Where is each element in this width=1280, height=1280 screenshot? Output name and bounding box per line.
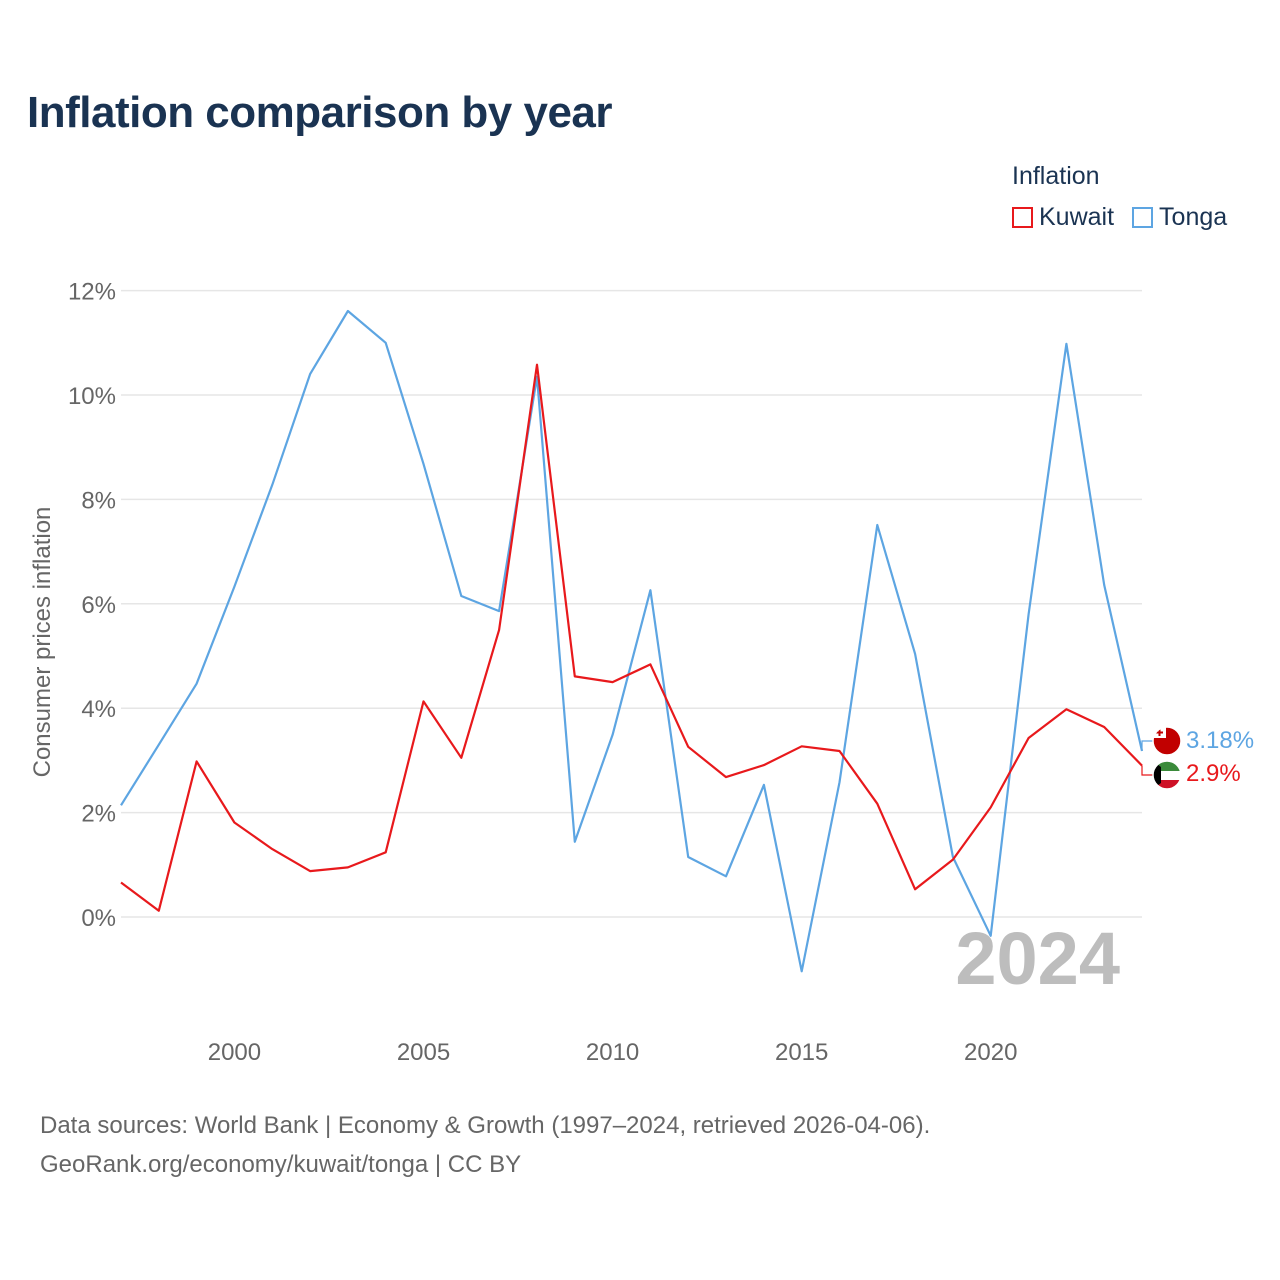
series-lines bbox=[120, 309, 1153, 973]
end-value-label-kuwait: 2.9% bbox=[1186, 760, 1241, 787]
x-axis-ticks: 2000 2005 2010 2015 2020 bbox=[208, 1039, 1018, 1066]
kuwait-flag-icon bbox=[1152, 760, 1182, 790]
y-tick-label: 2% bbox=[81, 801, 116, 828]
legend-label-tonga: Tonga bbox=[1159, 203, 1228, 231]
x-tick-label: 2020 bbox=[964, 1039, 1017, 1066]
series-line-tonga bbox=[120, 309, 1144, 973]
end-markers: 3.18% 2.9% bbox=[1152, 726, 1254, 790]
legend-swatch-tonga bbox=[1132, 207, 1154, 228]
y-tick-label: 10% bbox=[68, 383, 116, 410]
tonga-flag-icon bbox=[1152, 726, 1182, 756]
y-tick-label: 0% bbox=[81, 905, 116, 932]
y-tick-label: 12% bbox=[68, 279, 116, 306]
legend-label-kuwait: Kuwait bbox=[1039, 203, 1115, 231]
x-tick-label: 2000 bbox=[208, 1039, 261, 1066]
end-connector-tonga bbox=[1141, 740, 1153, 752]
y-axis-label: Consumer prices inflation bbox=[29, 507, 56, 778]
y-tick-label: 8% bbox=[81, 487, 116, 514]
line-chart: 0% 2% 4% 6% 8% 10% 12% 2000 2005 2010 2015 2020 20… bbox=[29, 279, 1254, 1066]
legend-swatch-kuwait bbox=[1012, 207, 1033, 228]
grid-lines bbox=[121, 289, 1142, 918]
legend-item-kuwait[interactable]: Kuwait bbox=[1012, 203, 1114, 232]
data-source-text: Data sources: World Bank | Economy & Gro… bbox=[40, 1112, 931, 1139]
y-tick-label: 4% bbox=[81, 696, 116, 723]
chart-title: Inflation comparison by year bbox=[27, 88, 613, 137]
end-value-label-tonga: 3.18% bbox=[1186, 727, 1254, 754]
legend-item-tonga[interactable]: Tonga bbox=[1132, 203, 1227, 232]
x-tick-label: 2015 bbox=[775, 1039, 828, 1066]
attribution-link[interactable]: GeoRank.org/economy/kuwait/tonga | CC BY bbox=[40, 1151, 522, 1178]
legend-title: Inflation bbox=[1012, 162, 1100, 190]
footer: Data sources: World Bank | Economy & Gro… bbox=[40, 1106, 930, 1184]
end-connector-kuwait bbox=[1141, 765, 1153, 776]
x-tick-label: 2005 bbox=[397, 1039, 450, 1066]
x-tick-label: 2010 bbox=[586, 1039, 639, 1066]
year-watermark: 2024 bbox=[955, 917, 1120, 1000]
y-axis-ticks: 0% 2% 4% 6% 8% 10% 12% bbox=[68, 279, 116, 932]
y-tick-label: 6% bbox=[81, 592, 116, 619]
series-line-kuwait bbox=[120, 363, 1143, 912]
legend: Kuwait Tonga bbox=[1012, 203, 1245, 232]
